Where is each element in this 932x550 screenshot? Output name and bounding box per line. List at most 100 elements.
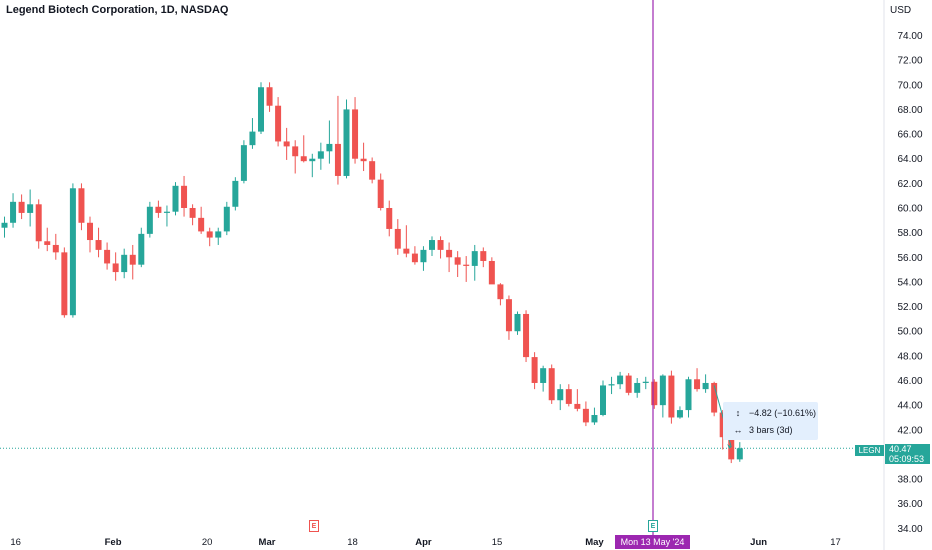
bar-countdown: 05:09:53 [889,454,925,464]
candle [694,379,701,390]
candle [300,156,307,162]
x-tick-label: 15 [492,537,503,548]
candle [198,217,205,232]
candle [471,251,478,266]
x-tick-label: 18 [347,537,358,548]
candle [420,249,427,263]
candle [540,368,547,383]
y-tick-label: 52.00 [897,302,922,313]
candle [617,375,624,385]
candle [600,385,606,416]
y-tick-label: 54.00 [897,277,922,288]
candle [155,206,162,213]
candle [189,207,196,218]
candle [702,382,709,390]
y-tick-label: 42.00 [897,425,922,436]
candle [463,264,470,266]
candle [634,382,641,393]
candle [437,240,444,250]
candle [446,249,453,258]
candle [52,244,59,253]
candle [181,185,188,208]
candle [557,389,564,401]
chart-title: Legend Biotech Corporation, 1D, NASDAQ [6,4,229,16]
y-tick-label: 68.00 [897,105,922,116]
earnings-marker-past[interactable]: E [309,520,319,532]
candle [454,257,461,265]
candle [488,260,495,285]
candle [394,228,401,249]
candle [129,254,136,265]
y-tick-label: 70.00 [897,80,922,91]
candle [146,206,153,234]
y-tick-label: 64.00 [897,154,922,165]
last-price-box: 40.47 05:09:53 [885,444,930,464]
x-tick-label: 16 [10,537,21,548]
candle [608,384,615,386]
candle [215,231,222,238]
candle [292,146,299,157]
candle [565,389,572,404]
candle [61,252,68,316]
y-tick-label: 50.00 [897,327,922,338]
candle [591,415,598,423]
y-tick-label: 38.00 [897,475,922,486]
candle [548,368,555,401]
candle [10,201,17,223]
candle [275,105,282,142]
currency-label[interactable]: USD [890,5,912,16]
candle [266,87,273,106]
candle [642,381,649,383]
candle [668,375,675,418]
candle [326,143,333,152]
candle [69,188,76,316]
candle [659,375,666,406]
candle [728,437,735,460]
candle [232,180,239,207]
candle [112,263,119,273]
candle [625,375,632,393]
candle [172,185,179,212]
candle [377,179,384,208]
candle [736,448,743,460]
candle [505,299,512,332]
candle [369,161,376,180]
y-tick-label: 36.00 [897,499,922,510]
candle [223,206,230,232]
candle [309,158,316,162]
candle [18,201,25,213]
candle [27,204,34,213]
candle [497,284,504,300]
price-range-icon: ↕ [735,408,741,418]
candle [711,382,718,413]
candle [240,145,247,181]
candle [87,222,93,241]
candle [676,410,683,418]
y-tick-label: 48.00 [897,351,922,362]
y-tick-label: 62.00 [897,179,922,190]
measure-arrow-head [727,444,732,450]
x-tick-label: Feb [105,537,122,548]
candle [574,403,581,409]
x-tick-label: Jun [750,537,767,548]
y-tick-label: 72.00 [897,56,922,67]
candle [1,222,8,228]
candle [514,313,521,332]
candle [206,231,213,238]
candle [523,313,530,358]
candle [44,241,51,245]
measure-tooltip: ↕ −4.82 (−10.61%) ↔ 3 bars (3d) [723,402,818,440]
candle [138,233,145,265]
x-tick-label: 20 [202,537,213,548]
candle [78,188,85,223]
candle [249,131,256,146]
candle [104,249,111,264]
candle [429,240,435,250]
last-price-tag: LEGN 40.47 05:09:53 [855,444,930,464]
candle [334,143,341,176]
candle [121,254,128,273]
y-tick-label: 66.00 [897,130,922,141]
candle [360,158,367,162]
earnings-marker-upcoming[interactable]: E [648,520,658,532]
